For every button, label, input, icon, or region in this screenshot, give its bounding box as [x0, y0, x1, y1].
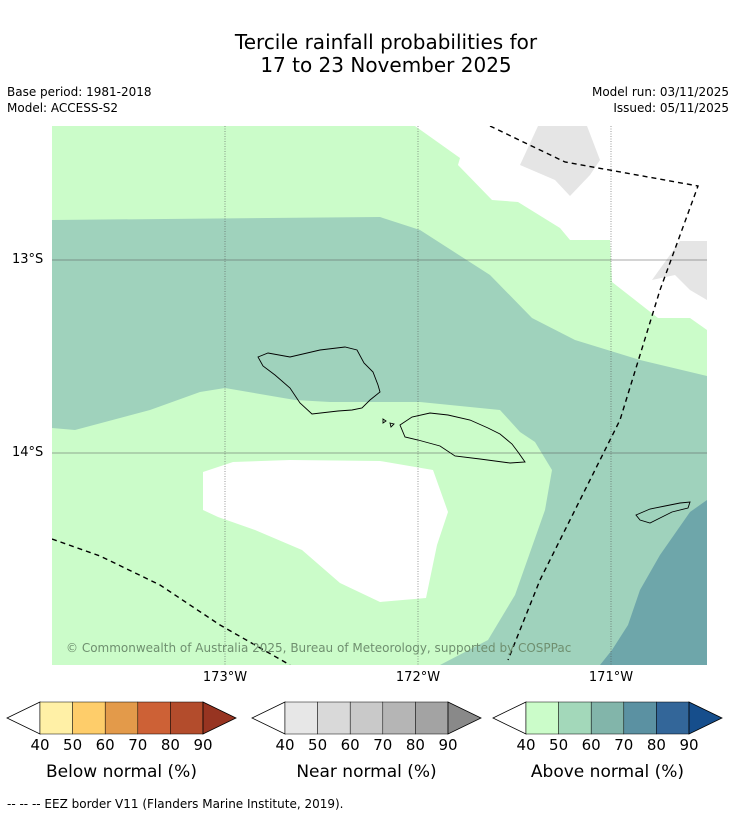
zone-no-signal-south [203, 460, 448, 602]
issued-date: Issued: 05/11/2025 [613, 101, 729, 115]
title-line-2: 17 to 23 November 2025 [260, 53, 512, 77]
colorbar-above-segment [525, 701, 559, 735]
gridlines-lat [52, 259, 707, 454]
island-manono [382, 418, 387, 424]
colorbar-near-tick: 80 [405, 736, 425, 754]
colorbar-below-segment [170, 701, 204, 735]
colorbar-below-segment [39, 701, 73, 735]
colorbar-below-low-arrow [6, 701, 41, 735]
colorbar-near-title: Near normal (%) [296, 762, 437, 782]
model-name: Model: ACCESS-S2 [7, 101, 119, 115]
island-apolima [389, 422, 395, 428]
lon-label-172w: 172°W [395, 670, 441, 685]
colorbar-above-tick: 40 [516, 736, 536, 754]
colorbar-below-segment [137, 701, 171, 735]
colorbar-below-tick: 50 [63, 736, 83, 754]
colorbar-above-segment [623, 701, 657, 735]
model-run: Model run: 03/11/2025 [591, 85, 729, 99]
lon-label-171w: 171°W [588, 670, 634, 685]
colorbar-near-tick: 60 [340, 736, 360, 754]
colorbar-above-tick: 90 [679, 736, 699, 754]
colorbar-below-tick: 70 [128, 736, 148, 754]
colorbar-below-high-arrow [202, 701, 237, 735]
island-upolu [399, 412, 526, 464]
colorbar-above [492, 701, 723, 735]
colorbars [6, 701, 723, 735]
colorbar-above-tick: 70 [614, 736, 634, 754]
colorbar-near-tick: 40 [275, 736, 295, 754]
colorbar-below-segment [104, 701, 139, 735]
colorbar-below-tick: 40 [30, 736, 50, 754]
colorbar-above-tick: 60 [581, 736, 601, 754]
zone-above-50 [52, 217, 707, 665]
map-title: Tercile rainfall probabilities for 17 to… [0, 31, 736, 77]
colorbar-below-tick: 90 [193, 736, 213, 754]
colorbar-near-tick: 70 [373, 736, 393, 754]
islands [257, 346, 691, 524]
island-savaii [257, 346, 381, 415]
eez-footer-note: -- -- -- EEZ border V11 (Flanders Marine… [7, 797, 344, 811]
colorbar-above-tick: 80 [646, 736, 666, 754]
colorbar-near-tick: 50 [308, 736, 328, 754]
colorbar-above-tick: 50 [549, 736, 569, 754]
colorbar-above-segment [656, 701, 690, 735]
colorbar-below [6, 701, 237, 735]
lat-label-14s: 14°S [12, 445, 44, 460]
colorbar-below-tick: 60 [95, 736, 115, 754]
colorbar-above-high-arrow [688, 701, 723, 735]
zone-above-60 [600, 500, 707, 665]
zone-no-signal-northeast [415, 126, 707, 330]
colorbar-above-segment [590, 701, 625, 735]
colorbar-near-segment [349, 701, 384, 735]
island-tutuila [635, 501, 691, 524]
colorbar-near-segment [415, 701, 449, 735]
colorbar-near-high-arrow [447, 701, 482, 735]
colorbar-above-segment [558, 701, 592, 735]
colorbar-above-title: Above normal (%) [530, 762, 685, 782]
colorbar-above-low-arrow [492, 701, 527, 735]
colorbar-below-segment [72, 701, 106, 735]
copyright-notice: © Commonwealth of Australia 2025, Bureau… [66, 641, 572, 655]
zone-near-normal-40-b [652, 241, 707, 300]
colorbar-near [251, 701, 482, 735]
colorbar-below-title: Below normal (%) [46, 762, 197, 782]
base-period: Base period: 1981-2018 [7, 85, 152, 99]
colorbar-near-low-arrow [251, 701, 286, 735]
meta-left: Base period: 1981-2018 Model: ACCESS-S2 [7, 84, 152, 116]
colorbar-near-segment [382, 701, 416, 735]
colorbar-near-segment [284, 701, 318, 735]
lon-label-173w: 173°W [202, 670, 248, 685]
colorbar-near-segment [317, 701, 351, 735]
meta-right: Model run: 03/11/2025 Issued: 05/11/2025 [592, 84, 729, 116]
lat-label-13s: 13°S [12, 252, 44, 267]
title-line-1: Tercile rainfall probabilities for [234, 30, 538, 54]
colorbar-below-tick: 80 [160, 736, 180, 754]
eez-border [52, 126, 699, 665]
zone-near-normal-40-a [520, 126, 600, 196]
colorbar-near-tick: 90 [438, 736, 458, 754]
